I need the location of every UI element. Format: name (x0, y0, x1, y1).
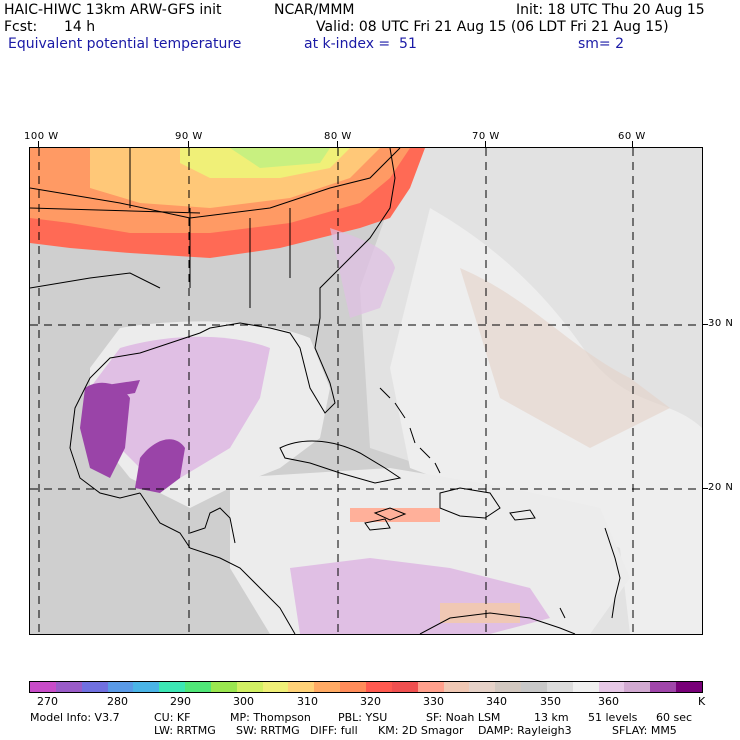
model-title: HAIC-HIWC 13km ARW-GFS init (4, 2, 222, 18)
colorbar-label: 360 (598, 695, 619, 708)
colorbar-label: 300 (233, 695, 254, 708)
colorbar-swatch (236, 682, 263, 692)
map-panel (29, 147, 703, 635)
footer-diff: DIFF: full (310, 724, 358, 737)
colorbar-swatch (598, 682, 625, 692)
colorbar (29, 681, 703, 693)
colorbar-label: 270 (37, 695, 58, 708)
colorbar-label: 280 (107, 695, 128, 708)
lat-label-20n: 20 N (708, 482, 734, 493)
colorbar-swatch (314, 682, 341, 692)
colorbar-swatch (55, 682, 82, 692)
colorbar-label: 340 (486, 695, 507, 708)
salmon-patch (350, 508, 440, 522)
carolina-pink-zone (330, 228, 395, 318)
footer-cu: CU: KF (154, 711, 191, 724)
graticule (30, 148, 702, 634)
forecast-hour: 14 h (64, 19, 96, 35)
footer-km: KM: 2D Smagor (378, 724, 464, 737)
colorbar-label: 350 (540, 695, 561, 708)
colorbar-swatch (288, 682, 315, 692)
init-time: Init: 18 UTC Thu 20 Aug 15 (516, 2, 705, 18)
footer-sw: SW: RRTMG (236, 724, 300, 737)
colorbar-label: 320 (360, 695, 381, 708)
colorbar-swatch (495, 682, 522, 692)
theta-e-map (30, 148, 702, 634)
footer-mp: MP: Thompson (230, 711, 311, 724)
lat-tick (703, 324, 708, 325)
colorbar-swatch (340, 682, 366, 692)
forecast-label: Fcst: (4, 19, 38, 35)
footer-timestep: 60 sec (656, 711, 693, 724)
colorbar-swatch (107, 682, 134, 692)
lon-label-100w: 100 W (24, 131, 59, 142)
footer-resolution: 13 km (534, 711, 569, 724)
colorbar-swatch (133, 682, 160, 692)
coolest-band (230, 148, 330, 168)
lat-tick (703, 488, 708, 489)
colorbar-swatch (624, 682, 651, 692)
org-label: NCAR/MMM (274, 2, 355, 18)
colorbar-swatch (262, 682, 289, 692)
mexico-purple-zone-east (135, 439, 185, 493)
colorbar-label: 310 (297, 695, 318, 708)
footer-damp: DAMP: Rayleigh3 (478, 724, 572, 737)
lon-tick (337, 141, 338, 147)
colorbar-swatch (391, 682, 418, 692)
colorbar-swatch (521, 682, 547, 692)
lon-tick (632, 141, 633, 147)
gulf-purple-patch (100, 380, 140, 398)
footer-model-info: Model Info: V3.7 (30, 711, 120, 724)
colorbar-swatch (365, 682, 392, 692)
atlantic-warm-patch (460, 268, 670, 448)
colorbar-swatch (572, 682, 599, 692)
colorbar-swatch (81, 682, 108, 692)
colorbar-swatch (650, 682, 677, 692)
footer-pbl: PBL: YSU (338, 711, 388, 724)
level-index: at k-index = 51 (304, 36, 417, 52)
colorbar-swatch (159, 682, 186, 692)
coastlines (30, 148, 621, 634)
lat-label-30n: 30 N (708, 318, 734, 329)
colorbar-swatch (546, 682, 573, 692)
colorbar-unit: K (698, 695, 706, 708)
colorbar-swatch (443, 682, 470, 692)
colorbar-swatch (30, 682, 56, 692)
footer-levels: 51 levels (588, 711, 638, 724)
smoothing: sm= 2 (578, 36, 625, 52)
lon-label-60w: 60 W (618, 131, 646, 142)
colorbar-swatch (210, 682, 237, 692)
lon-tick (188, 141, 189, 147)
footer-sf: SF: Noah LSM (426, 711, 501, 724)
colorbar-swatch (676, 682, 702, 692)
colorbar-swatch (469, 682, 496, 692)
mexico-purple-zone-west (80, 382, 130, 478)
colorbar-swatch (417, 682, 444, 692)
colorbar-label: 330 (423, 695, 444, 708)
salmon-patch-south (440, 603, 520, 623)
colorbar-swatch (185, 682, 211, 692)
gulf-pink-zone (90, 336, 270, 478)
lon-label-80w: 80 W (324, 131, 352, 142)
colorbar-label: 290 (170, 695, 191, 708)
footer-sflay: SFLAY: MM5 (612, 724, 677, 737)
field-name: Equivalent potential temperature (8, 36, 242, 52)
footer-lw: LW: RRTMG (154, 724, 216, 737)
lon-label-90w: 90 W (175, 131, 203, 142)
lon-tick (485, 141, 486, 147)
lon-tick (38, 141, 39, 147)
valid-time: Valid: 08 UTC Fri 21 Aug 15 (06 LDT Fri … (316, 19, 669, 35)
lon-label-70w: 70 W (472, 131, 500, 142)
